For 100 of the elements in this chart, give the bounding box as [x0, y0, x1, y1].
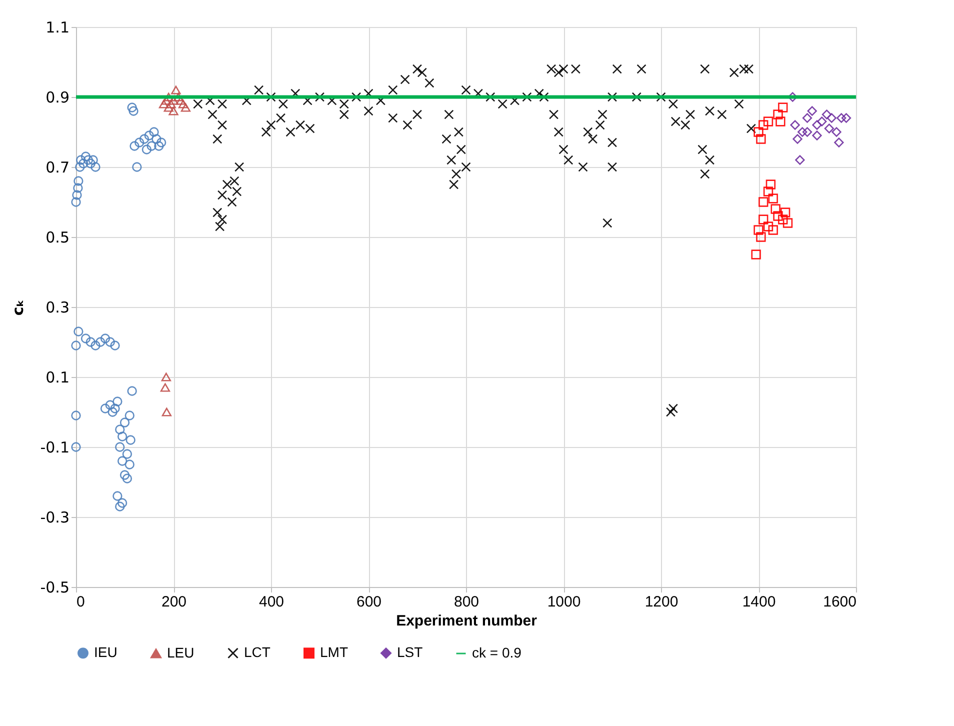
x-tick-label: 1200: [644, 594, 678, 610]
y-tick-label: 0.3: [46, 298, 70, 316]
point: [112, 396, 122, 406]
point: [798, 127, 808, 137]
point: [795, 155, 805, 165]
point: [71, 410, 81, 420]
point: [754, 127, 764, 137]
point: [822, 110, 832, 120]
point: [763, 186, 774, 196]
point: [139, 134, 150, 144]
y-tick-label: 0.9: [46, 88, 70, 106]
point: [768, 194, 778, 204]
point: [88, 155, 98, 165]
legend-label: LEU: [167, 644, 194, 660]
point: [73, 183, 83, 193]
point: [154, 141, 164, 151]
point: [130, 141, 140, 151]
point: [824, 124, 834, 134]
point: [751, 250, 761, 260]
point: [71, 340, 81, 350]
point: [142, 144, 152, 154]
point: [768, 225, 778, 235]
point: [164, 103, 174, 112]
point: [826, 113, 836, 123]
point: [112, 491, 122, 501]
point: [763, 222, 774, 232]
point: [778, 102, 788, 112]
legend-label: LST: [397, 644, 424, 660]
x-tick-label: 1400: [742, 594, 776, 610]
point: [773, 110, 783, 120]
point: [162, 408, 172, 416]
point: [149, 127, 159, 137]
point: [756, 134, 766, 144]
point: [832, 127, 842, 137]
x-tick-label: 1000: [547, 594, 581, 610]
point: [80, 152, 91, 162]
point: [144, 130, 154, 140]
y-tick-label: 1.1: [46, 18, 70, 36]
point: [122, 449, 132, 459]
point: [120, 418, 130, 428]
point: [171, 86, 181, 94]
point: [758, 197, 768, 207]
point: [834, 138, 844, 148]
point: [132, 162, 142, 172]
point: [71, 197, 81, 207]
point: [812, 130, 822, 140]
point: [124, 460, 134, 470]
legend-label: ck = 0.9: [472, 644, 522, 660]
point: [105, 400, 115, 410]
point: [75, 162, 85, 172]
point: [792, 134, 802, 144]
point: [807, 106, 817, 116]
point: [146, 141, 156, 151]
point: [117, 432, 128, 442]
point: [76, 155, 86, 165]
point: [115, 442, 125, 452]
point: [115, 502, 125, 512]
point: [128, 106, 138, 116]
point: [763, 116, 774, 126]
point: [178, 100, 188, 108]
point: [72, 190, 82, 200]
point: [80, 334, 91, 344]
point: [780, 208, 790, 218]
point: [776, 116, 786, 126]
x-tick-label: 800: [454, 594, 480, 610]
point: [122, 474, 132, 484]
point: [117, 456, 128, 466]
point: [115, 424, 125, 434]
point: [71, 442, 81, 452]
x-tick-label: 200: [161, 594, 187, 610]
point: [78, 158, 88, 168]
y-tick-label: -0.1: [40, 438, 70, 456]
point: [83, 155, 94, 165]
point: [812, 120, 822, 130]
point: [770, 204, 780, 214]
y-axis-title: cₖ: [9, 299, 28, 316]
legend-label: IEU: [94, 644, 118, 660]
y-tick-label: 0.5: [46, 228, 70, 246]
point: [90, 162, 100, 172]
point: [158, 100, 169, 108]
point: [754, 225, 764, 235]
point: [117, 498, 128, 508]
point: [168, 106, 178, 116]
y-tick-label: -0.3: [40, 508, 70, 526]
x-tick-label: 600: [356, 594, 382, 610]
x-axis-title: Experiment number: [396, 612, 538, 630]
point: [766, 180, 776, 190]
point: [90, 340, 100, 350]
point: [127, 386, 137, 396]
point: [782, 218, 793, 228]
point: [110, 404, 120, 414]
point: [110, 340, 120, 350]
y-tick-label: -0.5: [40, 578, 70, 596]
point: [790, 120, 800, 130]
point: [161, 372, 172, 382]
point: [96, 337, 106, 347]
y-tick-label: 0.7: [46, 158, 70, 176]
point: [124, 410, 134, 420]
point: [74, 326, 84, 336]
point: [802, 113, 812, 123]
